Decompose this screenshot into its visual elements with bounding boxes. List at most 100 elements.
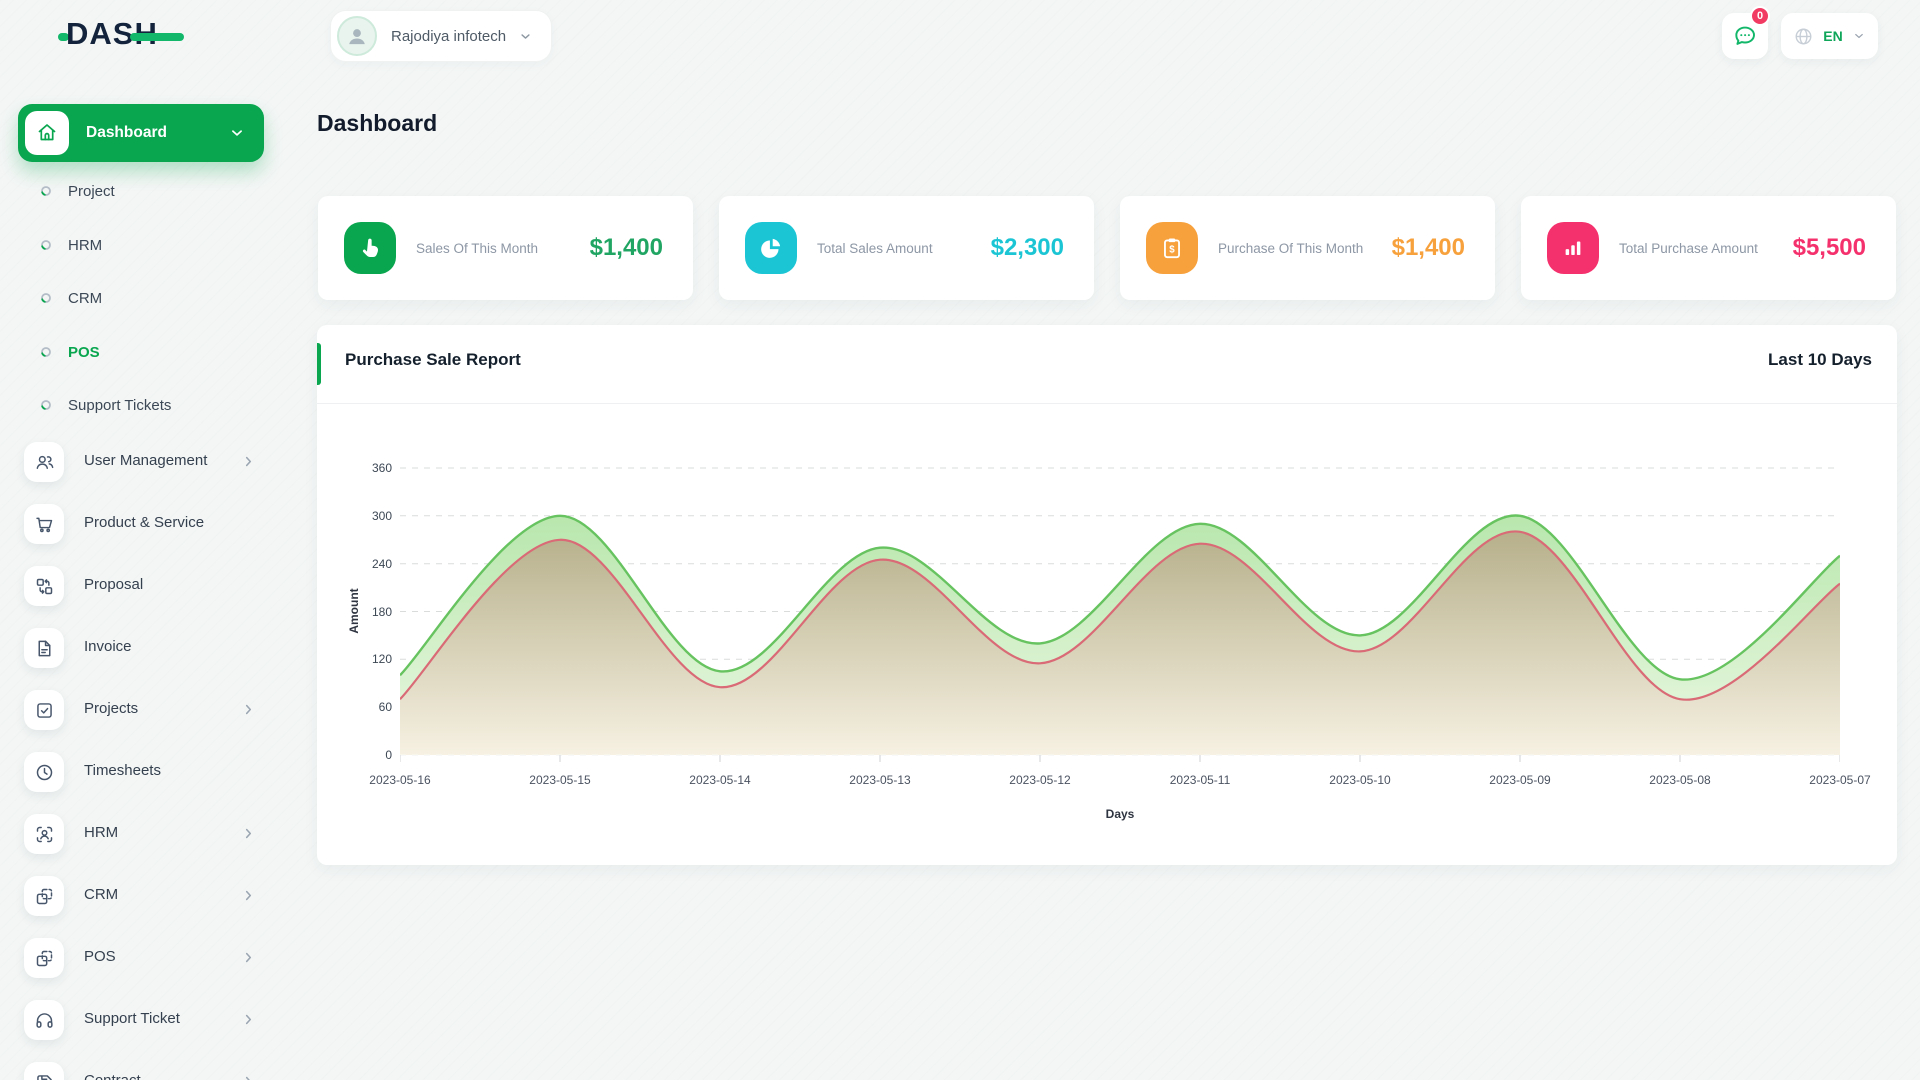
sidebar-item-label: Proposal: [84, 576, 144, 593]
file-icon: [24, 628, 64, 668]
bar-chart-icon: [1547, 222, 1599, 274]
report-title: Purchase Sale Report: [345, 350, 521, 369]
chevron-down-icon: [228, 124, 246, 142]
sidebar-subitem-label: HRM: [68, 236, 103, 254]
cart-icon: [24, 504, 64, 544]
messages-count-badge: 0: [1750, 6, 1770, 26]
x-axis-tick-label: 2023-05-09: [1489, 773, 1551, 787]
language-selector[interactable]: EN: [1781, 13, 1878, 59]
divider: [317, 403, 1897, 404]
messages-button[interactable]: 0: [1722, 6, 1770, 59]
sidebar-subitem-label: Support Tickets: [68, 396, 172, 414]
company-selector[interactable]: Rajodiya infotech: [330, 10, 553, 62]
sidebar-item-product-service[interactable]: Product & Service: [0, 501, 285, 547]
y-axis-title: Amount: [347, 588, 361, 634]
logo[interactable]: DASH: [58, 16, 218, 56]
sidebar-item-contract[interactable]: Contract: [0, 1059, 285, 1080]
sidebar-item-timesheets[interactable]: Timesheets: [0, 749, 285, 795]
chevron-right-icon: [240, 701, 257, 718]
stat-card-label: Total Sales Amount: [817, 241, 933, 256]
logo-dot-icon: [58, 33, 69, 41]
stat-card-value: $1,400: [1391, 234, 1465, 261]
x-axis-tick-label: 2023-05-11: [1169, 773, 1231, 787]
card-accent-bar: [317, 343, 321, 385]
stat-card-value: $1,400: [589, 234, 663, 261]
x-axis-tick-label: 2023-05-12: [1009, 773, 1071, 787]
stat-card-value: $2,300: [990, 234, 1064, 261]
sidebar-item-hrm[interactable]: HRM: [0, 811, 285, 857]
x-axis-tick-label: 2023-05-15: [529, 773, 591, 787]
sidebar-subitem-hrm[interactable]: HRM: [0, 230, 285, 260]
x-axis-title: Days: [1105, 807, 1135, 821]
area-chart: [399, 440, 1841, 775]
bullet-icon: [40, 346, 52, 358]
bullet-icon: [40, 292, 52, 304]
sidebar-item-label: POS: [84, 948, 116, 965]
sidebar-item-proposal[interactable]: Proposal: [0, 563, 285, 609]
chevron-down-icon: [1852, 29, 1866, 43]
chevron-right-icon: [240, 887, 257, 904]
sidebar-item-crm[interactable]: CRM: [0, 873, 285, 919]
logo-dash-icon: [130, 33, 184, 41]
clock-icon: [24, 752, 64, 792]
sidebar-subitem-label: CRM: [68, 289, 103, 307]
sidebar-item-support-ticket[interactable]: Support Ticket: [0, 997, 285, 1043]
x-axis-tick-label: 2023-05-16: [369, 773, 431, 787]
stat-card-value: $5,500: [1792, 234, 1866, 261]
y-axis-tick-label: 120: [371, 652, 392, 667]
purchase-sale-report-card: Purchase Sale Report Last 10 Days 360 300…: [317, 325, 1897, 865]
chevron-right-icon: [240, 1073, 257, 1080]
x-axis-tick-label: 2023-05-07: [1809, 773, 1871, 787]
sidebar-subitem-label: POS: [68, 343, 100, 361]
chevron-down-icon: [518, 29, 533, 44]
report-range-label: Last 10 Days: [1768, 350, 1872, 369]
sidebar-item-label: Invoice: [84, 638, 132, 655]
y-axis-tick-label: 180: [371, 604, 392, 619]
language-code: EN: [1823, 28, 1843, 44]
sidebar-subitem-project[interactable]: Project: [0, 176, 285, 206]
sidebar-item-pos[interactable]: POS: [0, 935, 285, 981]
sidebar-subitem-crm[interactable]: CRM: [0, 283, 285, 313]
y-axis-tick-label: 0: [385, 748, 392, 762]
y-axis-tick-label: 240: [371, 556, 392, 571]
stat-card-sales-of-this-month: Sales Of This Month $1,400: [318, 196, 693, 300]
sidebar-subitem-label: Project: [68, 182, 115, 200]
sidebar-subitem-pos[interactable]: POS: [0, 337, 285, 367]
x-axis-tick-label: 2023-05-08: [1649, 773, 1711, 787]
sidebar-item-label: Projects: [84, 700, 139, 717]
sidebar-item-label: Product & Service: [84, 514, 205, 531]
stat-card-label: Total Purchase Amount: [1619, 241, 1758, 256]
y-axis-tick-label: 60: [378, 700, 392, 715]
bullet-icon: [40, 239, 52, 251]
sidebar-item-user-management[interactable]: User Management: [0, 439, 285, 485]
page-title: Dashboard: [317, 110, 438, 136]
chevron-right-icon: [240, 949, 257, 966]
y-axis-tick-label: 300: [371, 508, 392, 523]
company-avatar: [337, 16, 377, 56]
chevron-right-icon: [240, 453, 257, 470]
check-square-icon: [24, 690, 64, 730]
headset-icon: [24, 1000, 64, 1040]
sidebar-item-label: Timesheets: [84, 762, 161, 779]
floppy-icon: [24, 1062, 64, 1080]
x-axis-tick-label: 2023-05-14: [689, 773, 751, 787]
stat-card-total-purchase-amount: Total Purchase Amount $5,500: [1521, 196, 1896, 300]
sidebar-item-projects[interactable]: Projects: [0, 687, 285, 733]
sidebar-item-dashboard[interactable]: Dashboard: [18, 104, 264, 162]
sidebar-item-label: Dashboard: [86, 124, 167, 141]
chat-bubble-icon: [1732, 23, 1758, 49]
sidebar-item-label: CRM: [84, 886, 119, 903]
sidebar-item-label: Support Ticket: [84, 1010, 180, 1027]
browsers-icon: [24, 938, 64, 978]
chevron-right-icon: [240, 1011, 257, 1028]
sidebar-subitem-support-tickets[interactable]: Support Tickets: [0, 390, 285, 420]
x-axis-tick-label: 2023-05-10: [1329, 773, 1391, 787]
svg-text:$: $: [1169, 244, 1175, 255]
sidebar-item-label: Contract: [84, 1072, 141, 1080]
globe-icon: [1793, 26, 1814, 47]
company-name: Rajodiya infotech: [391, 27, 507, 45]
pie-icon: [745, 222, 797, 274]
users-icon: [24, 442, 64, 482]
sidebar-item-invoice[interactable]: Invoice: [0, 625, 285, 671]
user-focus-icon: [24, 814, 64, 854]
